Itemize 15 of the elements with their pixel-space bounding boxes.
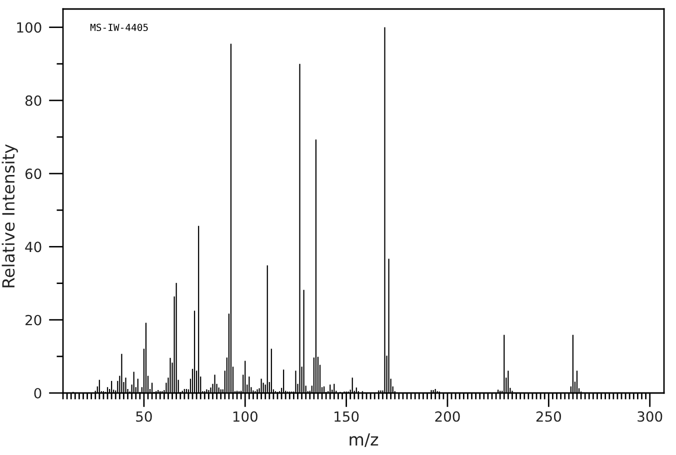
x-tick-label: 150 — [334, 411, 359, 422]
y-tick-label: 0 — [34, 388, 42, 398]
x-tick-label: 100 — [233, 411, 258, 422]
y-tick-label: 40 — [25, 242, 42, 252]
x-tick-label: 50 — [136, 411, 152, 422]
y-tick-label: 20 — [26, 314, 42, 326]
y-axis-title: Relative Intensity — [2, 144, 18, 288]
x-axis-title: m/z — [350, 433, 378, 448]
y-tick-label: 80 — [25, 95, 42, 106]
y-tick-label: 60 — [25, 168, 42, 180]
x-tick-label: 200 — [435, 411, 460, 422]
y-tick-label: 100 — [17, 22, 42, 33]
annotation: MS-IW-4405 — [90, 24, 148, 32]
x-tick-label: 250 — [536, 411, 561, 422]
x-tick-label: 300 — [638, 411, 662, 422]
